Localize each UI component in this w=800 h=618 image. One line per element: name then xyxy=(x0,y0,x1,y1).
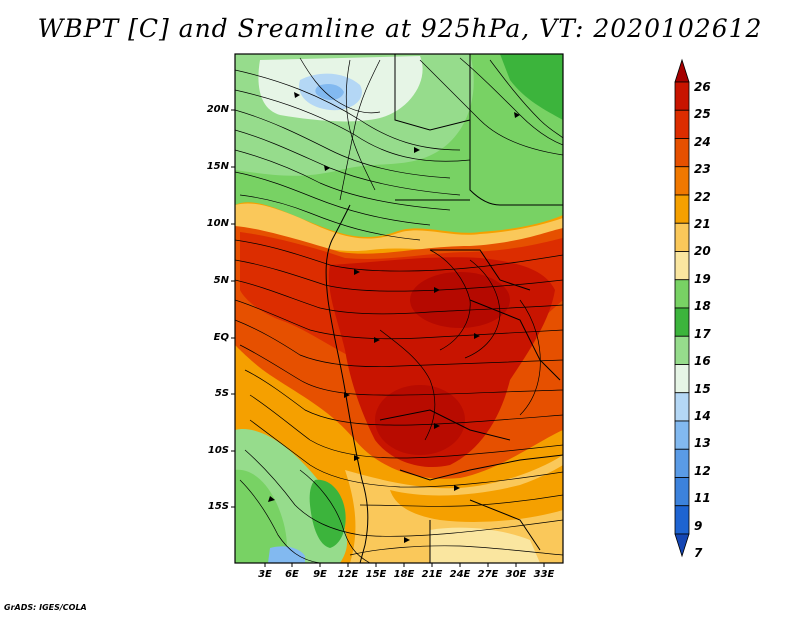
colorbar-swatch xyxy=(674,138,690,168)
lon-label: 3E xyxy=(258,569,272,580)
colorbar-swatch xyxy=(674,81,690,111)
map-title: WBPT [C] and Sreamline at 925hPa, VT: 20… xyxy=(37,14,763,43)
country-borders xyxy=(325,54,563,563)
colorbar-level-label: 24 xyxy=(694,134,711,149)
colorbar-level-label: 19 xyxy=(694,271,711,286)
map-frame xyxy=(234,53,564,564)
colorbar xyxy=(674,58,690,558)
colorbar-swatch xyxy=(674,392,690,422)
lat-label: 20N xyxy=(206,104,229,115)
lon-label: 15E xyxy=(365,569,387,580)
colorbar-swatch xyxy=(674,166,690,196)
colorbar-level-label: 23 xyxy=(694,162,711,177)
colorbar-swatch xyxy=(674,533,690,558)
colorbar-level-label: 16 xyxy=(694,354,711,369)
colorbar-level-label: 11 xyxy=(694,491,711,506)
lon-label: 12E xyxy=(337,569,359,580)
colorbar-swatch xyxy=(674,448,690,478)
colorbar-level-label: 17 xyxy=(694,326,711,341)
colorbar-level-label: 25 xyxy=(694,107,711,122)
lon-label: 30E xyxy=(505,569,527,580)
colorbar-swatch xyxy=(674,477,690,507)
lat-label: 5N xyxy=(213,275,229,286)
colorbar-level-label: 20 xyxy=(694,244,711,259)
lat-label: 10S xyxy=(207,445,229,456)
colorbar-swatch xyxy=(674,335,690,365)
colorbar-swatch xyxy=(674,279,690,309)
colorbar-level-label: 13 xyxy=(694,436,711,451)
colorbar-swatch xyxy=(674,420,690,450)
colorbar-level-label: 7 xyxy=(694,546,703,560)
colorbar-level-label: 26 xyxy=(694,80,711,94)
colorbar-level-label: 15 xyxy=(694,381,711,396)
lon-label: 24E xyxy=(449,569,471,580)
axis-ticks xyxy=(231,109,545,567)
colorbar-swatch xyxy=(674,307,690,337)
streamline-arrows xyxy=(268,92,520,543)
lon-label: 6E xyxy=(285,569,299,580)
colorbar-swatch xyxy=(674,58,690,83)
lat-label: 5S xyxy=(214,388,229,399)
streamlines xyxy=(235,57,563,563)
colorbar-swatch xyxy=(674,364,690,394)
colorbar-level-label: 14 xyxy=(694,408,711,423)
colorbar-level-label: 12 xyxy=(694,463,711,478)
lon-label: 9E xyxy=(313,569,327,580)
colorbar-swatch xyxy=(674,194,690,224)
colorbar-level-label: 21 xyxy=(694,217,711,232)
lat-label: EQ xyxy=(213,332,229,343)
lon-label: 27E xyxy=(477,569,499,580)
colorbar-level-label: 18 xyxy=(694,299,711,314)
colorbar-level-label: 9 xyxy=(694,518,703,533)
colorbar-level-label: 22 xyxy=(694,189,711,204)
colorbar-swatch xyxy=(674,505,690,535)
colorbar-swatch xyxy=(674,222,690,252)
lon-label: 21E xyxy=(421,569,443,580)
colorbar-swatch xyxy=(674,109,690,139)
lat-label: 15S xyxy=(207,501,229,512)
lon-label: 33E xyxy=(533,569,555,580)
colorbar-swatch xyxy=(674,251,690,281)
lat-label: 10N xyxy=(206,218,229,229)
footer-credit: GrADS: IGES/COLA xyxy=(4,603,87,612)
lat-label: 15N xyxy=(206,161,229,172)
lon-label: 18E xyxy=(393,569,415,580)
